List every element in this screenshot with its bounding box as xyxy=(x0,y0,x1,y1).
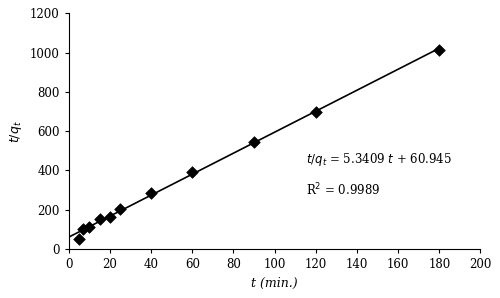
Point xyxy=(79,227,87,232)
Point xyxy=(147,191,155,195)
Y-axis label: $\mathit{t/q_t}$: $\mathit{t/q_t}$ xyxy=(8,120,24,142)
Point xyxy=(75,237,83,242)
Point xyxy=(188,170,196,175)
Text: $\mathit{t/q_t}$ = 5.3409 $\mathit{t}$ + 60.945
R$^2$ = 0.9989: $\mathit{t/q_t}$ = 5.3409 $\mathit{t}$ +… xyxy=(306,151,452,198)
Point xyxy=(86,225,94,230)
Point xyxy=(250,140,258,145)
Point xyxy=(312,109,320,114)
Point xyxy=(116,207,124,211)
Point xyxy=(436,47,444,52)
Point xyxy=(106,214,114,219)
X-axis label: t (min.): t (min.) xyxy=(252,277,298,290)
Point xyxy=(96,216,104,221)
